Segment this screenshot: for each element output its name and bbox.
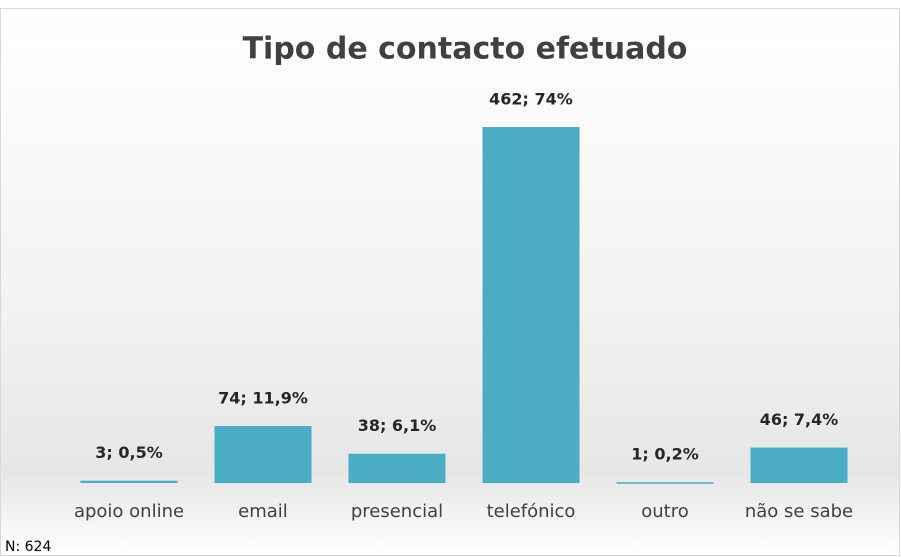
bar — [750, 447, 848, 483]
data-label: 1; 0,2% — [631, 445, 698, 464]
data-label: 74; 11,9% — [218, 388, 308, 407]
data-label: 462; 74% — [489, 90, 573, 109]
chart-title: Tipo de contacto efetuado — [243, 32, 688, 67]
data-label: 38; 6,1% — [358, 416, 437, 435]
x-tick-label: email — [238, 501, 288, 522]
data-label: 46; 7,4% — [760, 410, 839, 429]
chart-frame — [0, 8, 900, 556]
x-tick-label: outro — [641, 501, 689, 522]
bar — [214, 425, 312, 483]
data-label: 3; 0,5% — [95, 443, 162, 462]
x-tick-label: não se sabe — [745, 501, 853, 522]
bar — [482, 127, 580, 483]
annotation: N: 624 — [5, 539, 51, 555]
bar — [616, 482, 714, 484]
x-tick-label: apoio online — [74, 501, 184, 522]
bar — [348, 453, 446, 483]
x-tick-label: telefónico — [487, 501, 576, 522]
bar — [80, 480, 178, 483]
x-tick-label: presencial — [351, 501, 443, 522]
